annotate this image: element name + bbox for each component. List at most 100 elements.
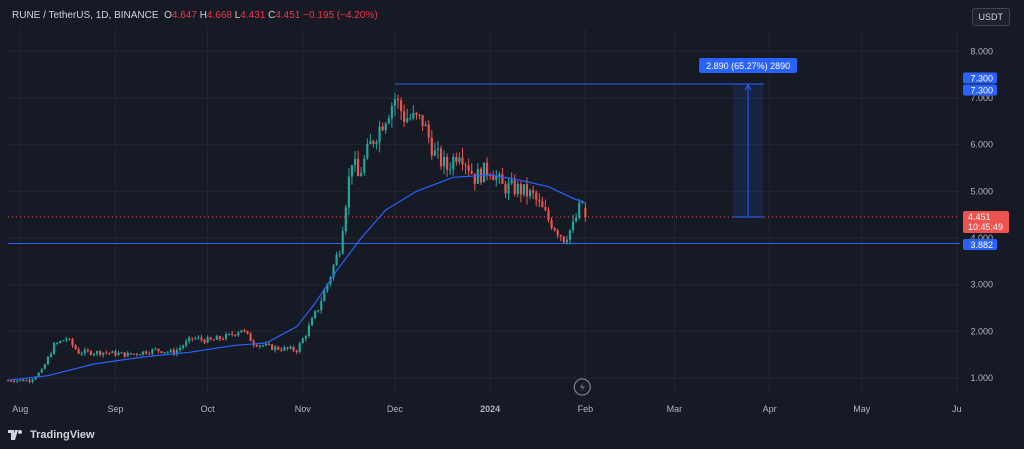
candle[interactable] [267, 343, 271, 345]
candle[interactable] [317, 310, 320, 312]
candle[interactable] [280, 349, 283, 351]
candle[interactable] [584, 207, 587, 217]
candle[interactable] [532, 190, 535, 193]
candle[interactable] [200, 337, 203, 340]
currency-button[interactable]: USDT [971, 8, 1010, 26]
candle[interactable] [71, 339, 74, 346]
candle[interactable] [482, 162, 486, 183]
candle[interactable] [237, 332, 240, 336]
candle[interactable] [252, 341, 255, 346]
candle[interactable] [541, 201, 544, 208]
candle[interactable] [43, 364, 46, 370]
candle[interactable] [421, 114, 424, 127]
candle[interactable] [519, 183, 522, 195]
candle[interactable] [363, 158, 366, 173]
candle[interactable] [461, 157, 464, 165]
candle[interactable] [132, 353, 135, 355]
candle[interactable] [46, 356, 49, 365]
candle[interactable] [95, 351, 99, 354]
candle[interactable] [473, 173, 476, 184]
candle[interactable] [89, 351, 92, 355]
candle[interactable] [77, 349, 80, 354]
candle[interactable] [19, 379, 22, 381]
candle[interactable] [439, 148, 443, 167]
candle[interactable] [126, 352, 129, 357]
candle[interactable] [323, 290, 326, 302]
candle[interactable] [154, 348, 157, 350]
candle[interactable] [547, 210, 550, 220]
candle[interactable] [433, 150, 436, 156]
candle[interactable] [185, 341, 188, 346]
candle[interactable] [40, 369, 43, 373]
candle[interactable] [157, 348, 160, 352]
candle[interactable] [384, 123, 387, 131]
candle[interactable] [289, 346, 292, 349]
candle[interactable] [341, 231, 344, 254]
candle[interactable] [298, 343, 301, 353]
candle[interactable] [209, 337, 212, 340]
candle[interactable] [501, 174, 504, 184]
candle[interactable] [510, 180, 513, 184]
candle[interactable] [528, 190, 532, 197]
candle[interactable] [415, 112, 418, 115]
candle[interactable] [188, 337, 191, 342]
candle[interactable] [246, 330, 249, 334]
candle[interactable] [449, 169, 452, 171]
candle[interactable] [412, 112, 415, 119]
candle[interactable] [228, 333, 231, 335]
go-to-realtime-icon[interactable] [573, 378, 591, 396]
candle[interactable] [92, 353, 96, 355]
candle[interactable] [559, 235, 562, 237]
candle[interactable] [516, 183, 519, 195]
candle[interactable] [513, 180, 516, 195]
candle[interactable] [307, 325, 311, 337]
candle[interactable] [194, 338, 197, 340]
candle[interactable] [74, 345, 77, 350]
candle[interactable] [353, 158, 357, 166]
candle[interactable] [49, 353, 53, 357]
candle[interactable] [151, 349, 154, 354]
candle[interactable] [31, 379, 34, 382]
candle[interactable] [443, 156, 446, 167]
candle[interactable] [304, 336, 307, 339]
candle[interactable] [492, 175, 495, 181]
candle[interactable] [387, 118, 390, 124]
candle[interactable] [37, 372, 40, 377]
time-axis[interactable] [0, 398, 1024, 418]
candle[interactable] [271, 344, 274, 350]
candle[interactable] [452, 156, 455, 170]
candle[interactable] [360, 172, 363, 177]
candle[interactable] [350, 165, 354, 177]
candle[interactable] [375, 142, 378, 145]
candle[interactable] [446, 156, 449, 170]
candle[interactable] [393, 98, 397, 106]
candle[interactable] [562, 236, 565, 243]
candle[interactable] [221, 339, 225, 341]
candle[interactable] [80, 353, 83, 355]
candle[interactable] [332, 265, 335, 278]
candle[interactable] [556, 230, 559, 236]
candle[interactable] [65, 338, 68, 341]
candle[interactable] [544, 207, 547, 211]
candle[interactable] [357, 158, 360, 177]
candle[interactable] [550, 219, 553, 229]
candle[interactable] [215, 336, 218, 340]
candle[interactable] [120, 352, 123, 354]
candle[interactable] [467, 165, 470, 171]
candle[interactable] [406, 118, 409, 123]
candle[interactable] [169, 349, 172, 352]
candle[interactable] [409, 118, 412, 120]
candle[interactable] [83, 349, 86, 354]
candle[interactable] [16, 380, 19, 382]
candle[interactable] [286, 347, 289, 349]
candle[interactable] [108, 352, 111, 354]
candle[interactable] [129, 352, 132, 355]
candle[interactable] [378, 126, 381, 143]
candle[interactable] [206, 337, 209, 343]
candle[interactable] [326, 283, 329, 291]
candle[interactable] [274, 346, 277, 350]
candle[interactable] [525, 184, 529, 197]
candle[interactable] [470, 170, 473, 174]
candle[interactable] [504, 183, 507, 194]
